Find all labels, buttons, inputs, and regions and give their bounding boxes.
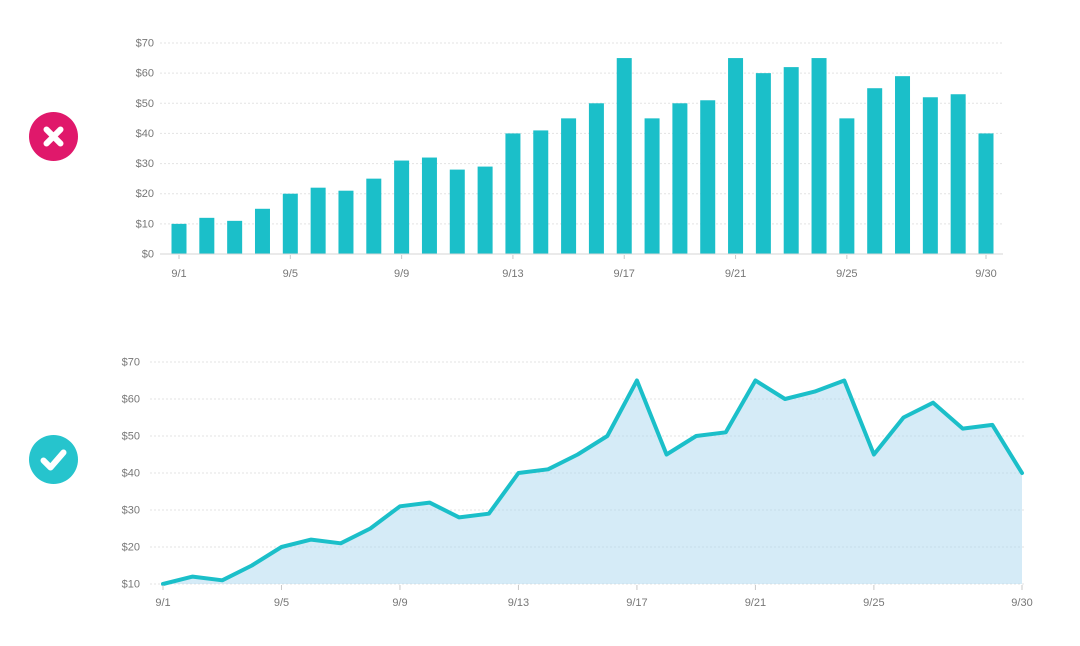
y-axis-label: $50 <box>136 98 154 110</box>
x-axis-label: 9/17 <box>614 268 635 280</box>
bar <box>811 58 827 255</box>
trend-line <box>161 378 1024 586</box>
x-axis-label: 9/5 <box>274 597 289 609</box>
bar <box>421 157 437 254</box>
bar <box>533 130 549 254</box>
x-axis-label: 9/13 <box>502 268 523 280</box>
y-axis-label: $20 <box>136 188 154 200</box>
bar <box>700 100 716 255</box>
y-axis-label: $50 <box>122 431 140 443</box>
right-mark-badge <box>29 435 78 484</box>
bar <box>477 166 493 254</box>
y-axis-label: $10 <box>122 579 140 591</box>
bar <box>561 118 577 254</box>
x-axis-label: 9/25 <box>863 597 884 609</box>
x-axis-label: 9/21 <box>745 597 766 609</box>
y-axis-label: $40 <box>122 468 140 480</box>
x-axis-label: 9/21 <box>725 268 746 280</box>
bar <box>505 133 521 254</box>
bar <box>755 73 771 255</box>
bar <box>338 190 354 254</box>
bar <box>199 217 215 254</box>
check-mark-icon <box>40 449 67 471</box>
x-axis-label: 9/13 <box>508 597 529 609</box>
y-axis-label: $70 <box>136 38 154 50</box>
y-axis-label: $30 <box>122 505 140 517</box>
x-axis-label: 9/9 <box>394 268 409 280</box>
y-axis-label: $40 <box>136 128 154 140</box>
bar <box>839 118 855 254</box>
area-chart: $10 $20 $30 $40 $50 $60 $70 9/1 9/5 9/9 9/13 9/17 9/… <box>122 357 1033 610</box>
x-axis-label: 9/1 <box>155 597 170 609</box>
wrong-mark-badge <box>29 112 78 161</box>
x-axis-label: 9/30 <box>1011 597 1032 609</box>
bar <box>922 97 938 254</box>
x-axis-label: 9/5 <box>283 268 298 280</box>
y-axis-label: $10 <box>136 218 154 230</box>
bar <box>227 220 243 254</box>
bar <box>394 160 410 254</box>
bar <box>588 103 604 255</box>
bar <box>783 67 799 254</box>
bar <box>616 58 632 255</box>
y-axis-label: $20 <box>122 542 140 554</box>
bar <box>644 118 660 254</box>
bar <box>867 88 883 254</box>
bar <box>171 223 187 254</box>
bar <box>282 193 298 254</box>
y-axis-label: $60 <box>136 68 154 80</box>
x-axis-label: 9/25 <box>836 268 857 280</box>
bar <box>254 208 270 254</box>
x-axis-label: 9/17 <box>626 597 647 609</box>
bar-chart: $0 $10 $20 $30 $40 $50 $60 $70 9/1 9/5 9/9 9/13 9/17… <box>136 38 1003 280</box>
x-mark-icon <box>43 126 64 147</box>
bar <box>895 76 911 255</box>
x-axis-label: 9/30 <box>975 268 996 280</box>
bar <box>950 94 966 254</box>
x-axis-label: 9/9 <box>392 597 407 609</box>
y-axis-label: $0 <box>142 249 154 261</box>
bar <box>978 133 994 254</box>
y-axis-label: $70 <box>122 357 140 369</box>
area-fill <box>163 380 1022 584</box>
y-axis-label: $60 <box>122 394 140 406</box>
bar <box>672 103 688 255</box>
bar <box>310 187 326 254</box>
bar <box>728 58 744 255</box>
bar <box>366 178 382 254</box>
x-axis-label: 9/1 <box>171 268 186 280</box>
y-axis-label: $30 <box>136 158 154 170</box>
bar <box>449 169 465 254</box>
